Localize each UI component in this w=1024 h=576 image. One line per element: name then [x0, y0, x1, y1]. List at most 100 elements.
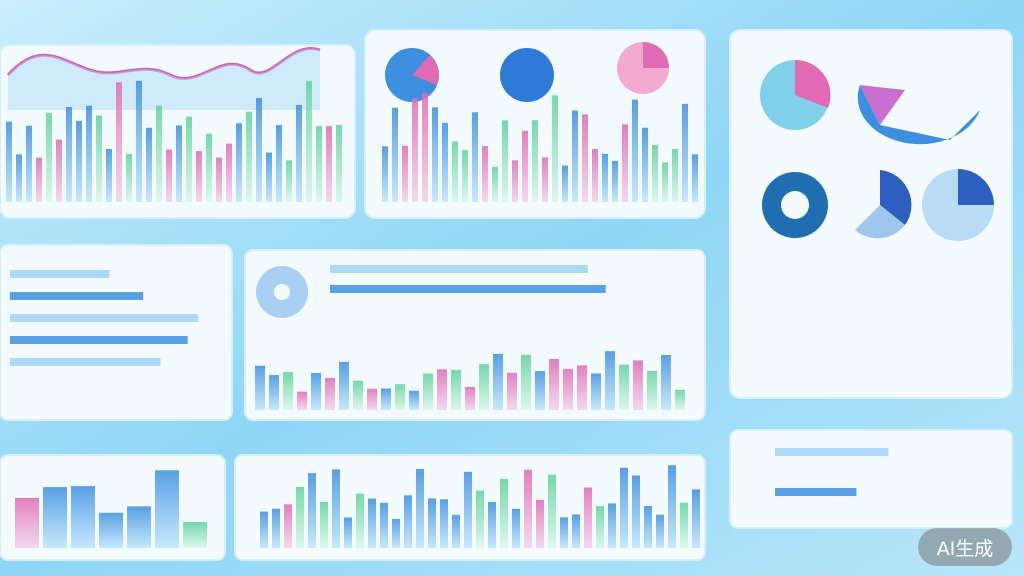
decorative-bar: [692, 489, 700, 548]
decorative-bar: [155, 470, 179, 548]
decorative-bar: [127, 506, 151, 548]
decorative-bar: [644, 506, 652, 548]
decorative-bar: [320, 502, 328, 548]
decorative-bar: [76, 120, 82, 202]
decorative-bar: [116, 82, 122, 202]
decorative-bar: [416, 468, 424, 548]
decorative-bar: [36, 157, 42, 202]
decorative-bar: [472, 112, 478, 202]
decorative-bar: [608, 503, 616, 548]
decorative-bar: [71, 486, 95, 548]
decorative-bar: [286, 160, 292, 202]
decorative-bar: [692, 154, 698, 202]
decorative-bar: [10, 336, 188, 344]
decorative-bar: [479, 364, 489, 410]
decorative-bar: [325, 377, 335, 410]
decorative-bar: [572, 514, 580, 548]
decorative-bar: [339, 361, 349, 410]
decorative-bar: [642, 127, 648, 202]
decorative-bar: [206, 133, 212, 202]
decorative-bar: [633, 360, 643, 410]
decorative-bar: [367, 388, 377, 410]
decorative-bar: [560, 517, 568, 548]
decorative-bar: [437, 369, 447, 410]
decorative-bar: [402, 145, 408, 202]
decorative-bar: [584, 487, 592, 548]
decorative-bar: [591, 373, 601, 410]
decorative-bar: [136, 80, 142, 202]
decorative-bar: [524, 469, 532, 548]
decorative-bar: [176, 125, 182, 202]
decorative-bar: [507, 372, 517, 410]
decorative-bar: [412, 98, 418, 202]
decorative-bar: [316, 126, 322, 202]
decorative-bar: [675, 389, 685, 410]
decorative-bar: [236, 123, 242, 202]
decorative-bar: [353, 380, 363, 410]
pie: [958, 169, 994, 205]
decorative-bar: [266, 152, 272, 202]
decorative-bar: [493, 353, 503, 410]
panel: [0, 244, 233, 421]
decorative-bar: [775, 488, 857, 496]
decorative-bar: [532, 120, 538, 202]
decorative-bar: [255, 365, 265, 410]
decorative-bar: [668, 465, 676, 548]
decorative-bar: [442, 122, 448, 202]
decorative-bar: [306, 80, 312, 202]
decorative-bar: [186, 116, 192, 202]
pie: [880, 170, 912, 225]
decorative-bar: [260, 511, 268, 548]
decorative-bar: [535, 371, 545, 410]
decorative-bar: [500, 478, 508, 548]
donut: [274, 284, 290, 300]
decorative-bar: [166, 149, 172, 202]
decorative-bar: [647, 370, 657, 410]
decorative-bar: [536, 499, 544, 548]
decorative-bar: [562, 165, 568, 202]
decorative-bar: [620, 467, 628, 548]
decorative-bar: [381, 388, 391, 410]
decorative-bar: [183, 522, 207, 548]
decorative-bar: [344, 517, 352, 548]
decorative-bar: [404, 495, 412, 548]
decorative-bar: [512, 160, 518, 202]
decorative-bar: [269, 375, 279, 410]
decorative-bar: [66, 106, 72, 202]
decorative-bar: [46, 112, 52, 202]
decorative-bar: [356, 493, 364, 548]
decorative-bar: [296, 486, 304, 548]
donut: [781, 191, 809, 219]
decorative-bar: [596, 506, 604, 548]
decorative-bar: [336, 125, 342, 202]
decorative-bar: [682, 103, 688, 202]
decorative-bar: [542, 157, 548, 202]
decorative-bar: [423, 373, 433, 410]
decorative-bar: [502, 120, 508, 202]
decorative-bar: [382, 146, 388, 202]
decorative-bar: [409, 390, 419, 410]
watermark: AI生成: [918, 528, 1012, 566]
decorative-bar: [99, 512, 123, 548]
decorative-bar: [592, 148, 598, 202]
decorative-bar: [296, 104, 302, 202]
decorative-bar: [512, 508, 520, 548]
decorative-bar: [6, 121, 12, 202]
decorative-bar: [10, 270, 110, 278]
decorative-bar: [26, 125, 32, 202]
decorative-bar: [602, 153, 608, 202]
decorative-bar: [476, 490, 484, 548]
decorative-bar: [612, 160, 618, 202]
decorative-bar: [522, 130, 528, 202]
decorative-bar: [619, 364, 629, 410]
decorative-bar: [196, 151, 202, 202]
pie: [855, 205, 905, 239]
decorative-bar: [422, 92, 428, 202]
decorative-bar: [330, 265, 588, 273]
decorative-bar: [672, 148, 678, 202]
decorative-bar: [482, 146, 488, 202]
decorative-bar: [272, 508, 280, 548]
decorative-bar: [308, 473, 316, 548]
decorative-bar: [440, 499, 448, 548]
